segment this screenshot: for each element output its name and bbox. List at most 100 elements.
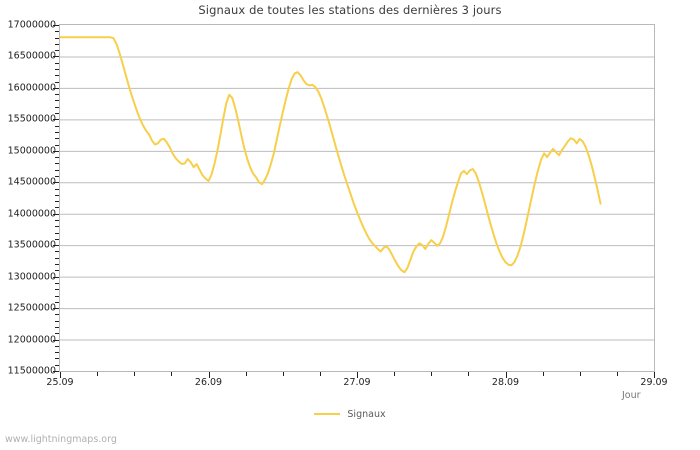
axis-tick-mark: [55, 346, 59, 347]
x-axis-tick-label: 29.09: [640, 377, 668, 388]
y-axis-tick-label: 15500000: [7, 113, 56, 125]
axis-tick-mark: [55, 170, 59, 171]
axis-tick-mark: [55, 82, 59, 83]
axis-tick-mark: [55, 289, 59, 290]
axis-tick-mark: [55, 163, 59, 164]
axis-tick-mark: [55, 132, 59, 133]
chart-title: Signaux de toutes les stations des derni…: [198, 3, 502, 17]
axis-tick-mark: [55, 94, 59, 95]
axis-tick-mark: [55, 365, 59, 366]
y-axis-tick-label: 17000000: [7, 19, 56, 31]
axis-tick-mark: [55, 145, 59, 146]
watermark-url: www.lightningmaps.org: [5, 434, 117, 445]
axis-tick-mark: [55, 314, 59, 315]
x-axis-tick-label: 26.09: [194, 377, 223, 388]
axis-tick-mark: [580, 372, 581, 376]
y-axis-tick-label: 14000000: [7, 208, 56, 220]
axis-tick-mark: [394, 372, 395, 376]
axis-tick-mark: [53, 119, 59, 120]
axis-tick-mark: [97, 372, 98, 376]
y-axis-tick-label: 15000000: [7, 145, 56, 157]
legend-color-swatch: [314, 412, 341, 415]
axis-tick-mark: [55, 302, 59, 303]
axis-tick-mark: [55, 321, 59, 322]
axis-tick-mark: [55, 126, 59, 127]
axis-tick-mark: [55, 63, 59, 64]
y-axis-tick-label: 16000000: [7, 82, 56, 94]
axis-tick-mark: [55, 195, 59, 196]
axis-tick-mark: [53, 277, 59, 278]
axis-tick-mark: [654, 372, 655, 378]
axis-tick-mark: [55, 207, 59, 208]
axis-tick-mark: [246, 372, 247, 376]
axis-tick-mark: [506, 372, 507, 378]
axis-tick-mark: [53, 151, 59, 152]
chart-legend: Signaux: [0, 409, 700, 420]
y-axis-tick-label: 12500000: [7, 302, 56, 314]
axis-tick-mark: [60, 372, 61, 378]
axis-tick-mark: [55, 50, 59, 51]
axis-tick-mark: [55, 296, 59, 297]
axis-tick-mark: [55, 201, 59, 202]
axis-tick-mark: [53, 308, 59, 309]
series-line-signaux: [60, 36, 602, 274]
gridlines: [60, 56, 654, 341]
axis-tick-mark: [55, 233, 59, 234]
axis-tick-mark: [55, 258, 59, 259]
axis-tick-mark: [55, 157, 59, 158]
axis-tick-mark: [55, 352, 59, 353]
axis-tick-mark: [55, 358, 59, 359]
axis-tick-mark: [357, 372, 358, 378]
axis-tick-mark: [55, 75, 59, 76]
axis-tick-mark: [55, 31, 59, 32]
axis-tick-mark: [53, 245, 59, 246]
axis-tick-mark: [55, 38, 59, 39]
y-axis-tick-label: 12000000: [7, 334, 56, 346]
signal-line-chart: [60, 36, 654, 341]
axis-tick-mark: [55, 107, 59, 108]
axis-tick-mark: [468, 372, 469, 376]
axis-tick-mark: [617, 372, 618, 376]
axis-tick-mark: [53, 371, 59, 372]
y-axis-tick-label: 11500000: [7, 365, 56, 377]
axis-tick-mark: [55, 333, 59, 334]
axis-tick-mark: [53, 56, 59, 57]
axis-tick-mark: [53, 214, 59, 215]
axis-tick-mark: [55, 264, 59, 265]
axis-tick-mark: [55, 220, 59, 221]
axis-tick-mark: [320, 372, 321, 376]
axis-tick-mark: [55, 251, 59, 252]
plot-area: [59, 24, 655, 372]
axis-tick-mark: [53, 340, 59, 341]
axis-tick-mark: [55, 189, 59, 190]
axis-tick-mark: [55, 113, 59, 114]
y-axis-tick-label: 14500000: [7, 176, 56, 188]
axis-tick-mark: [55, 176, 59, 177]
y-axis-tick-label: 13500000: [7, 239, 56, 251]
axis-tick-mark: [55, 44, 59, 45]
legend-label: Signaux: [347, 409, 386, 420]
axis-tick-mark: [53, 88, 59, 89]
axis-tick-mark: [55, 270, 59, 271]
y-axis-labels: 11500000 12000000 12500000 13000000 13500000…: [0, 0, 56, 450]
axis-tick-mark: [543, 372, 544, 376]
axis-tick-mark: [55, 100, 59, 101]
axis-tick-mark: [55, 226, 59, 227]
axis-tick-mark: [55, 327, 59, 328]
x-axis-tick-label: 28.09: [491, 377, 520, 388]
y-axis-tick-label: 16500000: [7, 50, 56, 62]
axis-tick-mark: [431, 372, 432, 376]
x-axis-tick-label: 27.09: [343, 377, 371, 388]
axis-tick-mark: [55, 138, 59, 139]
axis-tick-mark: [53, 182, 59, 183]
axis-tick-mark: [55, 283, 59, 284]
x-axis-tick-label: 25.09: [46, 377, 74, 388]
x-axis-title: Jour: [622, 390, 641, 401]
axis-tick-mark: [171, 372, 172, 376]
axis-tick-mark: [55, 239, 59, 240]
axis-tick-mark: [53, 25, 59, 26]
y-axis-tick-label: 13000000: [7, 271, 56, 283]
axis-tick-mark: [134, 372, 135, 376]
axis-tick-mark: [55, 69, 59, 70]
